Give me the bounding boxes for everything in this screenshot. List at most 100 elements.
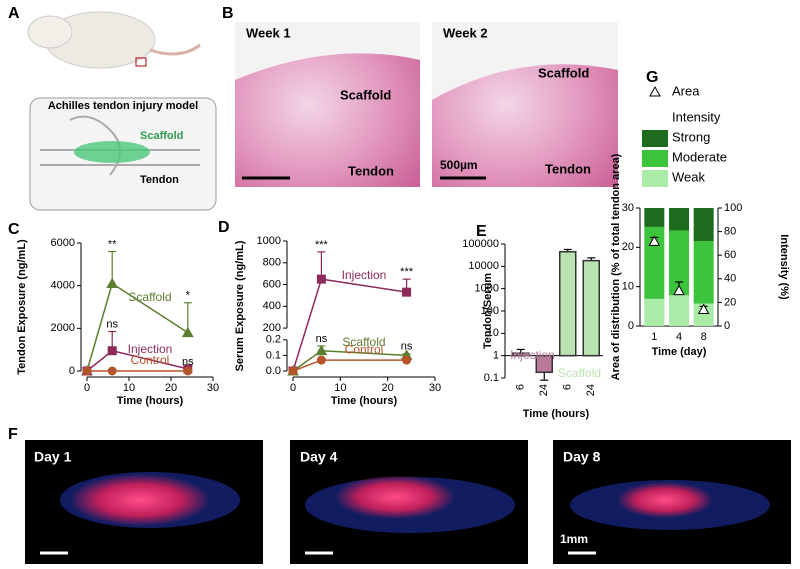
- marker: [315, 344, 328, 356]
- bar-segment: [693, 303, 714, 326]
- legend-swatch: [642, 170, 668, 187]
- significance: ***: [315, 239, 329, 251]
- week-label: Week 2: [443, 25, 488, 40]
- bar-segment: [669, 295, 689, 326]
- panel-letter: B: [222, 5, 234, 22]
- x-tick-label: 24: [585, 384, 597, 396]
- panel-letter: G: [646, 69, 658, 86]
- marker: [106, 277, 119, 289]
- bar: [582, 259, 600, 357]
- y-tick-label: 0.1: [484, 372, 499, 384]
- legend-swatch: [642, 130, 668, 147]
- day-label: Day 1: [34, 449, 72, 465]
- bar: [512, 352, 530, 357]
- y-tick-label: 0.0: [266, 365, 281, 377]
- x-tick-label: 24: [538, 384, 550, 396]
- legend-label: Strong: [672, 129, 710, 144]
- x-tick-label: 10: [123, 382, 135, 394]
- y-tick-label: 60: [724, 249, 736, 261]
- x-axis-title: Time (day): [652, 346, 707, 358]
- y-tick-label: 0.1: [266, 349, 281, 361]
- y-tick-label: 1000: [475, 283, 499, 295]
- day-label: Day 4: [300, 449, 338, 465]
- bar-segment: [669, 208, 689, 231]
- legend-title: Intensity: [672, 109, 721, 124]
- series-label: Control: [345, 342, 384, 356]
- panel-letter: C: [8, 221, 20, 238]
- y-axis-title: Tendon Exposure (ng/mL): [16, 239, 28, 375]
- series-label: Injection: [342, 268, 387, 282]
- marker: [183, 366, 193, 376]
- y-tick-label: 100000: [462, 238, 499, 250]
- week-label: Week 1: [246, 25, 291, 40]
- y-tick-label: 10: [622, 281, 634, 293]
- marker: [697, 303, 710, 314]
- y-axis-title: Tendon/Serum: [482, 273, 494, 349]
- y-tick-label: 800: [263, 257, 281, 269]
- y-tick-label: 1000: [257, 235, 281, 247]
- significance: *: [186, 290, 191, 302]
- x-tick-label: 4: [676, 331, 682, 343]
- significance: ns: [182, 356, 194, 368]
- y-tick-label: 30: [622, 202, 634, 214]
- bar-segment: [669, 230, 689, 296]
- x-tick-label: 20: [165, 382, 177, 394]
- y-tick-label: 4000: [51, 280, 75, 292]
- panel-b: B Week 1 Week 2 Scaffold Scaffold Tendon…: [222, 5, 618, 187]
- marker: [648, 235, 661, 246]
- legend-label: Moderate: [672, 149, 727, 164]
- scale-label: 1mm: [560, 532, 588, 546]
- y-tick-label: 80: [724, 226, 736, 238]
- background: [432, 22, 618, 100]
- significance: ***: [400, 266, 414, 278]
- y2-axis-title: Intensity (%): [778, 234, 790, 300]
- marker: [181, 326, 194, 338]
- panel-letter: E: [476, 223, 487, 240]
- scaffold-label: Scaffold: [140, 130, 183, 142]
- x-tick-label: 1: [651, 331, 657, 343]
- bar-segment: [644, 208, 665, 227]
- significance: ns: [106, 318, 118, 330]
- legend-label: Area: [672, 83, 700, 98]
- panel-f: F Day 1 Day 4 Day 8 1mm: [8, 426, 791, 564]
- marker: [316, 355, 326, 365]
- series-label: Injection: [510, 348, 555, 362]
- x-tick-label: 0: [290, 382, 296, 394]
- signal: [70, 474, 210, 526]
- y-tick-label: 0.2: [266, 334, 281, 346]
- x-tick-label: 8: [701, 331, 707, 343]
- y-axis-title: Serum Exposure (ng/mL): [234, 240, 246, 371]
- y-tick-label: 0: [69, 365, 75, 377]
- day-label: Day 8: [563, 449, 601, 465]
- y-tick-label: 40: [724, 273, 736, 285]
- series-label: Injection: [128, 342, 173, 356]
- marker: [107, 366, 117, 376]
- significance: ns: [401, 341, 413, 353]
- scaffold-shape: [74, 141, 150, 163]
- series-line: [292, 278, 407, 372]
- model-title: Achilles tendon injury model: [48, 100, 198, 112]
- x-axis-title: Time (hours): [331, 395, 398, 407]
- series-line: [292, 359, 407, 372]
- series-label: Scaffold: [342, 335, 385, 349]
- rat-head: [27, 15, 73, 49]
- bar-segment: [693, 241, 714, 304]
- marker: [649, 85, 661, 97]
- panel-letter: A: [8, 5, 20, 22]
- x-axis-title: Time (hours): [523, 408, 590, 420]
- y-tick-label: 6000: [51, 237, 75, 249]
- scale-label: 500µm: [440, 158, 478, 172]
- scaffold-label: Scaffold: [538, 65, 589, 80]
- y-tick-label: 10: [487, 327, 499, 339]
- series-label: Scaffold: [558, 366, 601, 380]
- x-tick-label: 30: [207, 382, 219, 394]
- series-label: Control: [131, 353, 170, 367]
- y-axis-title: Area of distribution (% of total tendon …: [610, 153, 622, 380]
- marker: [82, 366, 92, 376]
- legend-swatch: [642, 150, 668, 167]
- series-label: Scaffold: [128, 290, 171, 304]
- y-tick-label: 600: [263, 278, 281, 290]
- zoom-box: [135, 57, 147, 67]
- marker: [107, 346, 117, 356]
